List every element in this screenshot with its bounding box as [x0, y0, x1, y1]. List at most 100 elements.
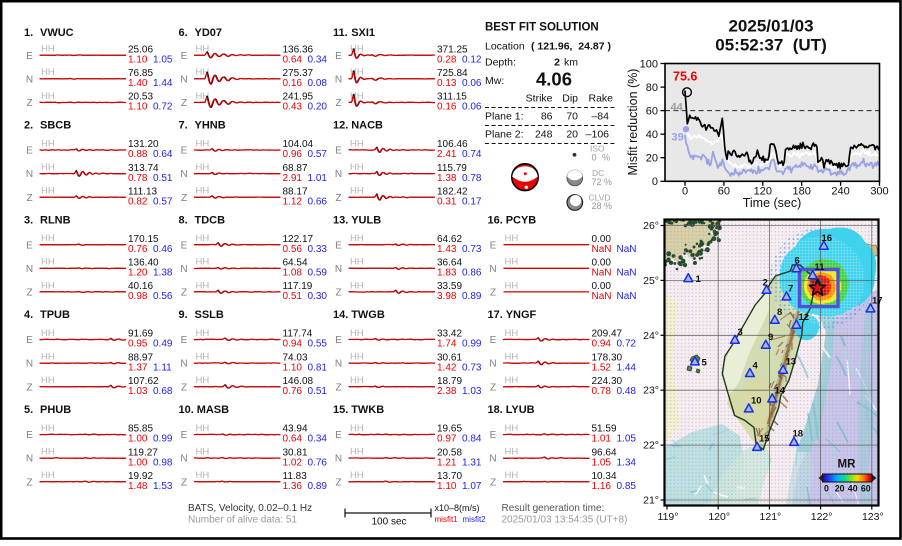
svg-text:1.05: 1.05	[592, 457, 612, 468]
svg-text:5: 5	[702, 358, 708, 369]
svg-text:0: 0	[682, 185, 688, 197]
svg-text:0.72: 0.72	[617, 339, 637, 350]
svg-text:RLNB: RLNB	[40, 214, 71, 226]
svg-text:117.19: 117.19	[283, 281, 313, 292]
svg-text:0.76: 0.76	[308, 457, 328, 468]
svg-text:33.59: 33.59	[437, 281, 462, 292]
svg-text:0.64: 0.64	[283, 434, 303, 445]
svg-text:6: 6	[795, 256, 800, 267]
svg-text:16.: 16.	[488, 214, 503, 226]
svg-text:16: 16	[822, 233, 833, 244]
svg-text:131.20: 131.20	[128, 139, 159, 150]
svg-text:1.74: 1.74	[437, 339, 457, 350]
svg-text:TDCB: TDCB	[195, 214, 226, 226]
svg-text:YULB: YULB	[351, 214, 381, 226]
svg-text:HH: HH	[350, 233, 364, 244]
svg-text:1.38: 1.38	[153, 268, 173, 279]
svg-text:0.06: 0.06	[462, 78, 482, 89]
svg-text:1.03: 1.03	[462, 386, 482, 397]
svg-text:E: E	[181, 146, 188, 157]
svg-text:HH: HH	[41, 233, 55, 244]
svg-text:0.00: 0.00	[592, 258, 612, 269]
svg-text:N: N	[489, 454, 496, 465]
svg-text:33.42: 33.42	[437, 329, 462, 340]
svg-text:275.37: 275.37	[283, 68, 314, 79]
svg-text:SBCB: SBCB	[40, 120, 71, 132]
svg-text:2025/01/03: 2025/01/03	[728, 17, 813, 36]
svg-text:122°: 122°	[811, 511, 833, 523]
svg-text:0.84: 0.84	[462, 434, 482, 445]
svg-text:40: 40	[646, 129, 658, 141]
svg-text:0.68: 0.68	[153, 386, 173, 397]
svg-text:0.57: 0.57	[153, 196, 173, 207]
svg-text:10: 10	[751, 396, 762, 407]
svg-text:NaN: NaN	[592, 244, 612, 255]
svg-text:–84: –84	[591, 111, 609, 123]
svg-text:371.25: 371.25	[437, 44, 468, 55]
svg-text:HH: HH	[505, 423, 519, 434]
svg-text:Z: Z	[335, 288, 341, 299]
svg-text:HH: HH	[350, 257, 364, 268]
svg-text:PHUB: PHUB	[40, 404, 71, 416]
svg-text:30.81: 30.81	[283, 447, 308, 458]
svg-text:E: E	[26, 51, 33, 62]
svg-text:HH: HH	[41, 375, 55, 386]
svg-text:1.44: 1.44	[617, 362, 637, 373]
svg-text:17.: 17.	[488, 309, 503, 321]
svg-text:0.94: 0.94	[283, 339, 303, 350]
svg-text:0.57: 0.57	[308, 149, 328, 160]
svg-text:N: N	[180, 359, 187, 370]
svg-text:NaN: NaN	[617, 244, 637, 255]
svg-text:0.74: 0.74	[462, 149, 482, 160]
svg-text:6.: 6.	[179, 27, 188, 39]
svg-text:20: 20	[566, 129, 578, 141]
svg-text:10.: 10.	[179, 404, 194, 416]
svg-text:123°: 123°	[862, 511, 884, 523]
svg-text:1.12: 1.12	[283, 196, 303, 207]
svg-text:60: 60	[646, 105, 658, 117]
svg-text:0.97: 0.97	[437, 434, 457, 445]
svg-text:11.: 11.	[333, 27, 348, 39]
svg-text:0.73: 0.73	[462, 244, 482, 255]
svg-text:HH: HH	[350, 91, 364, 102]
svg-text:HH: HH	[196, 138, 210, 149]
svg-text:1.48: 1.48	[128, 481, 148, 492]
svg-text:36.64: 36.64	[437, 258, 462, 269]
svg-text:NaN: NaN	[617, 291, 637, 302]
svg-text:HH: HH	[41, 91, 55, 102]
svg-text:E: E	[490, 430, 497, 441]
svg-text:BATS, Velocity, 0.02–0.1 Hz: BATS, Velocity, 0.02–0.1 Hz	[188, 503, 312, 514]
svg-text:17: 17	[872, 296, 883, 307]
svg-text:YNGF: YNGF	[506, 309, 537, 321]
svg-text:0.17: 0.17	[462, 196, 482, 207]
svg-text:51.59: 51.59	[592, 424, 617, 435]
svg-text:70: 70	[566, 111, 578, 123]
svg-text:30.61: 30.61	[437, 352, 462, 363]
svg-text:1.36: 1.36	[283, 481, 303, 492]
svg-text:E: E	[181, 240, 188, 251]
svg-text:9: 9	[768, 332, 773, 343]
svg-text:1.10: 1.10	[283, 362, 303, 373]
svg-text:3: 3	[738, 327, 743, 338]
svg-text:N: N	[180, 74, 187, 85]
svg-text:146.08: 146.08	[283, 376, 314, 387]
svg-text:11: 11	[815, 262, 826, 273]
svg-text:NaN: NaN	[592, 291, 612, 302]
svg-text:1.: 1.	[24, 27, 33, 39]
svg-text:HH: HH	[41, 162, 55, 173]
svg-text:0.16: 0.16	[437, 102, 457, 113]
svg-text:1.01: 1.01	[308, 173, 328, 184]
svg-text:300: 300	[870, 185, 888, 197]
svg-text:E: E	[26, 240, 33, 251]
svg-text:HH: HH	[505, 352, 519, 363]
svg-text:N: N	[26, 359, 33, 370]
svg-text:0.82: 0.82	[128, 196, 148, 207]
svg-text:N: N	[489, 264, 496, 275]
svg-text:60: 60	[861, 484, 871, 494]
svg-text:0: 0	[652, 176, 658, 188]
svg-text:N: N	[335, 169, 342, 180]
svg-text:0.06: 0.06	[462, 102, 482, 113]
svg-text:248: 248	[535, 129, 553, 141]
svg-text:12.: 12.	[333, 120, 348, 132]
svg-text:0.98: 0.98	[153, 457, 173, 468]
